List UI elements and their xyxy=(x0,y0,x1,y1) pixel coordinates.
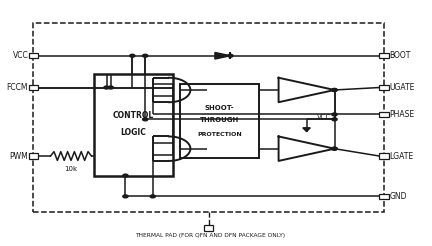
Circle shape xyxy=(332,147,337,150)
Circle shape xyxy=(108,86,113,89)
Text: PWM: PWM xyxy=(10,152,28,161)
Text: VCC: VCC xyxy=(317,114,331,120)
Text: PROTECTION: PROTECTION xyxy=(197,132,242,137)
Text: UGATE: UGATE xyxy=(389,83,415,92)
Bar xyxy=(29,85,38,90)
Bar xyxy=(29,153,38,159)
Bar xyxy=(180,84,259,158)
Bar xyxy=(94,74,173,176)
Circle shape xyxy=(143,54,148,57)
Bar xyxy=(33,23,384,212)
Circle shape xyxy=(104,86,109,89)
Bar xyxy=(379,153,389,159)
Circle shape xyxy=(332,89,337,92)
Circle shape xyxy=(332,147,337,150)
Text: 10k: 10k xyxy=(64,167,78,172)
Text: THERMAL PAD (FOR QFN AND DFN PACKAGE ONLY): THERMAL PAD (FOR QFN AND DFN PACKAGE ONL… xyxy=(135,233,285,238)
Circle shape xyxy=(130,54,135,57)
Bar xyxy=(379,112,389,117)
Circle shape xyxy=(123,174,128,177)
Text: PHASE: PHASE xyxy=(389,110,414,119)
Circle shape xyxy=(332,113,337,116)
Text: THROUGH: THROUGH xyxy=(200,117,239,123)
Bar xyxy=(379,85,389,90)
Text: CONTROL: CONTROL xyxy=(113,110,154,120)
Bar xyxy=(204,226,213,231)
Bar xyxy=(379,53,389,58)
Text: BOOT: BOOT xyxy=(389,51,410,60)
Circle shape xyxy=(150,195,156,198)
Text: LGATE: LGATE xyxy=(389,152,413,161)
Circle shape xyxy=(123,195,128,198)
Circle shape xyxy=(143,118,148,121)
Polygon shape xyxy=(303,128,310,132)
Text: SHOOT-: SHOOT- xyxy=(205,105,234,111)
Bar xyxy=(29,53,38,58)
Circle shape xyxy=(332,118,337,121)
Text: GND: GND xyxy=(389,192,407,201)
Circle shape xyxy=(228,54,233,57)
Bar xyxy=(379,194,389,199)
Polygon shape xyxy=(215,52,230,59)
Text: LOGIC: LOGIC xyxy=(121,128,146,137)
Text: VCC: VCC xyxy=(13,51,28,60)
Circle shape xyxy=(332,89,337,92)
Text: FCCM: FCCM xyxy=(7,83,28,92)
